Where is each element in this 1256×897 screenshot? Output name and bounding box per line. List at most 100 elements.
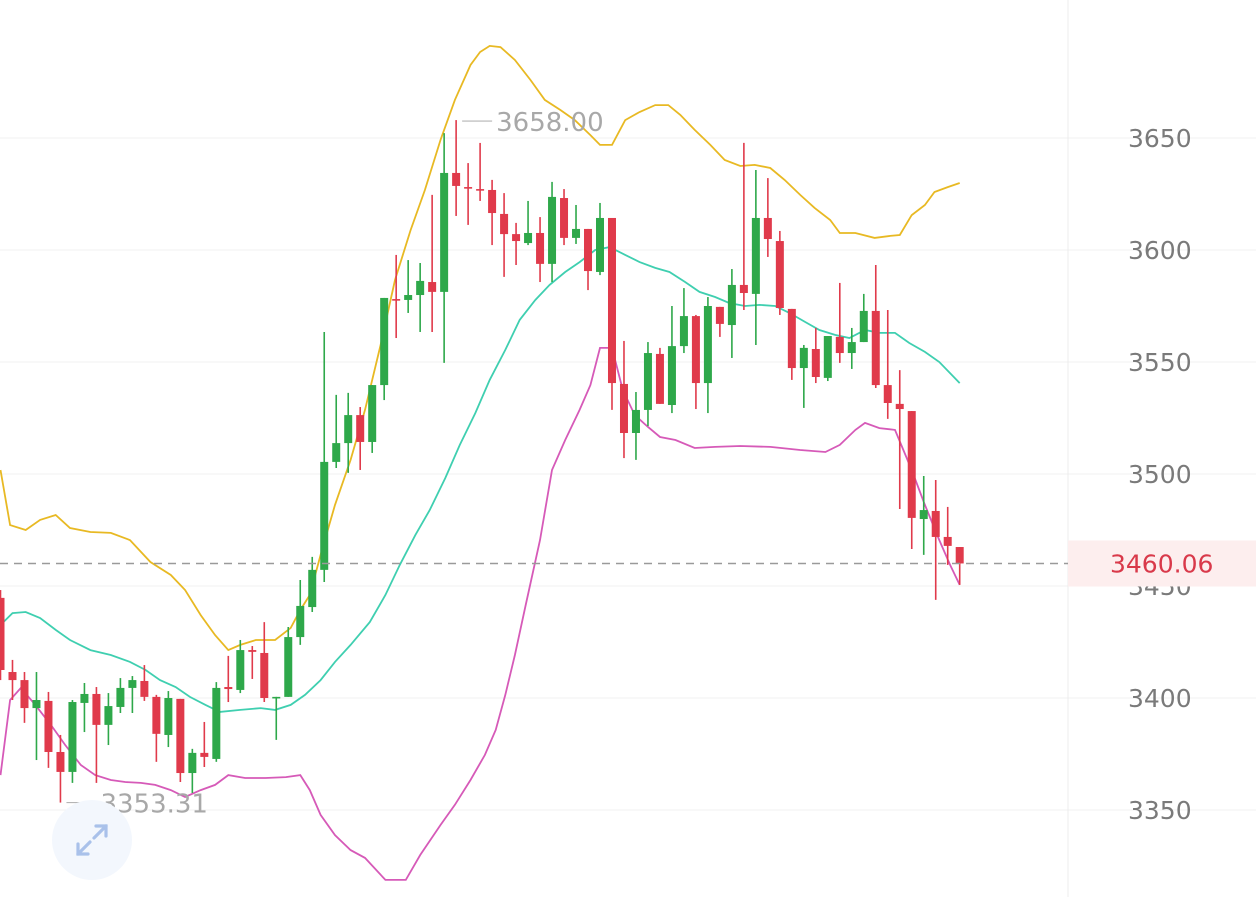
bollinger-bands: [0, 44, 961, 881]
candle-body: [488, 189, 497, 214]
candle-body: [320, 461, 329, 570]
candle-body: [871, 310, 880, 386]
middle-band-line: [0, 246, 961, 713]
candle-body: [715, 306, 724, 324]
candle-body: [416, 280, 425, 296]
candle-body: [560, 198, 569, 238]
candle: [584, 228, 593, 291]
candle: [703, 297, 712, 414]
candle-body: [823, 336, 832, 378]
candle: [212, 682, 221, 762]
candle-body: [92, 693, 101, 725]
candle: [931, 480, 940, 600]
candle: [751, 170, 760, 345]
candle-body: [512, 234, 521, 242]
candle-body: [20, 680, 29, 709]
candle: [344, 392, 353, 473]
candle-body: [332, 443, 341, 462]
candle: [8, 659, 17, 701]
candle: [404, 260, 413, 313]
gridlines: [0, 137, 1256, 811]
candle-body: [428, 282, 437, 292]
candle: [260, 622, 269, 703]
candle-body: [763, 217, 772, 240]
candle: [811, 327, 820, 384]
candle: [524, 200, 533, 246]
candle-body: [703, 306, 712, 384]
candle-body: [955, 547, 964, 564]
candle: [356, 407, 365, 470]
candle: [68, 700, 77, 783]
candle: [308, 556, 317, 612]
candle-body: [859, 310, 868, 343]
candle: [464, 163, 473, 225]
candle-body: [536, 232, 545, 264]
candle-body: [775, 241, 784, 309]
candle-body: [80, 693, 89, 703]
candle: [631, 392, 640, 460]
candle: [799, 344, 808, 408]
candle: [643, 342, 652, 427]
candle-body: [572, 228, 581, 238]
candle-body: [548, 196, 557, 264]
candle-body: [476, 189, 485, 191]
y-tick-label: 3350: [1128, 796, 1192, 825]
candle-body: [224, 687, 233, 690]
candle-body: [32, 700, 41, 709]
candle: [32, 672, 41, 761]
candle: [943, 506, 952, 565]
candle-body: [524, 232, 533, 244]
candle-body: [835, 336, 844, 354]
candle: [320, 331, 329, 582]
candle-body: [188, 752, 197, 774]
candle: [655, 347, 664, 404]
candle-body: [452, 172, 461, 186]
candle: [847, 327, 856, 369]
fullscreen-button[interactable]: [52, 800, 132, 880]
candle: [907, 411, 916, 550]
candle: [883, 310, 892, 419]
candle: [488, 179, 497, 246]
candle: [416, 262, 425, 332]
y-tick-label: 3400: [1128, 684, 1192, 713]
candle-body: [607, 217, 616, 384]
candle-body: [164, 698, 173, 735]
candle: [368, 385, 377, 453]
candle: [607, 217, 616, 410]
upper-band-line: [0, 44, 960, 652]
candle-body: [272, 696, 281, 699]
candle: [452, 120, 461, 216]
candle: [0, 590, 5, 681]
candle: [176, 698, 185, 782]
candle-body: [847, 342, 856, 354]
candle-body: [248, 650, 257, 652]
candle: [691, 314, 700, 410]
candle: [823, 336, 832, 382]
y-tick-label: 3500: [1128, 460, 1192, 489]
candle: [476, 142, 485, 201]
candle: [380, 297, 389, 401]
candle-body: [8, 672, 17, 681]
candle: [536, 217, 545, 283]
candle: [955, 547, 964, 585]
candle: [560, 189, 569, 246]
candle-body: [919, 510, 928, 520]
candle-body: [284, 637, 293, 697]
candle-body: [691, 316, 700, 384]
candle: [296, 579, 305, 645]
candle-body: [404, 295, 413, 300]
candle-body: [643, 353, 652, 410]
candle: [272, 696, 281, 740]
candle: [787, 308, 796, 380]
candle-body: [128, 680, 137, 688]
candle: [56, 734, 65, 803]
candle-body: [368, 385, 377, 442]
candle-body: [440, 172, 449, 292]
candle: [428, 194, 437, 332]
candle: [104, 693, 113, 746]
candle-body: [811, 349, 820, 378]
lower-band-line: [0, 347, 961, 881]
candle: [20, 672, 29, 723]
candle: [871, 265, 880, 388]
